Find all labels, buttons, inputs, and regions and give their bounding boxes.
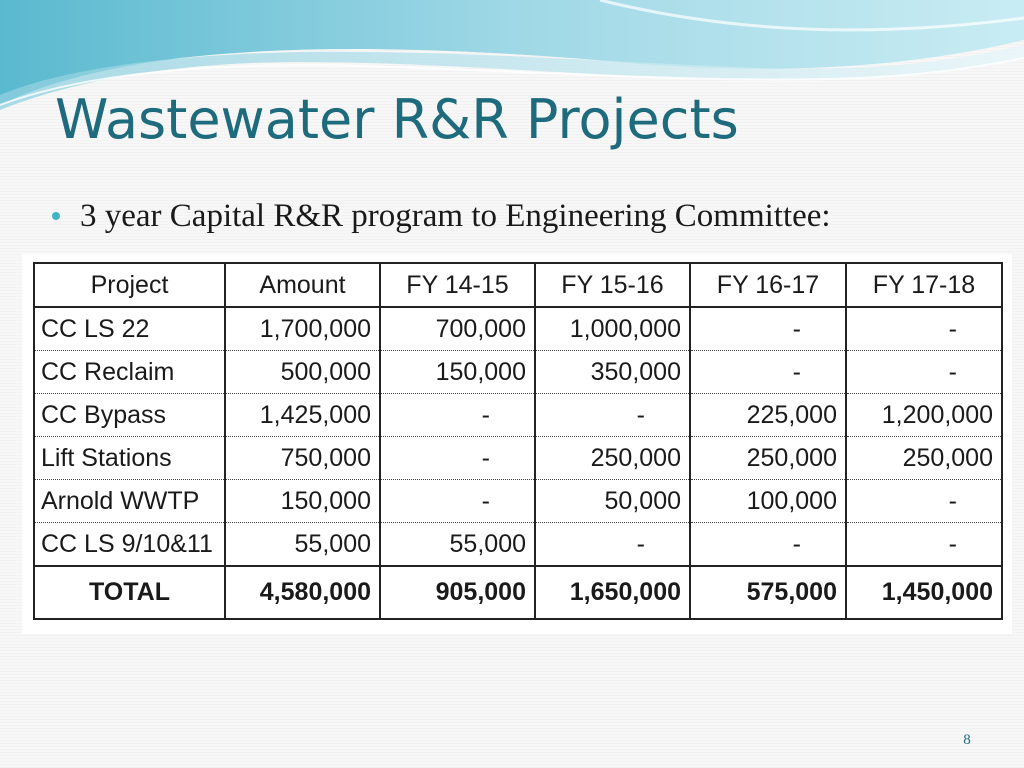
total-fy-14-15-cell: 905,000 — [379, 565, 536, 619]
total-fy-17-18-cell: 1,450,000 — [845, 565, 1003, 619]
fy-17-18-cell: - — [845, 350, 1003, 394]
fy-16-17-cell: 100,000 — [689, 479, 847, 523]
table-header-row: Project Amount FY 14-15 FY 15-16 FY 16-1… — [33, 263, 1003, 308]
project-name-cell: Arnold WWTP — [33, 479, 226, 523]
page-number: 8 — [963, 732, 971, 748]
column-header-fy-14-15: FY 14-15 — [379, 263, 536, 308]
fy-16-17-cell: 225,000 — [689, 393, 847, 437]
amount-cell: 1,425,000 — [224, 393, 381, 437]
table-row: Arnold WWTP 150,000 - 50,000 100,000 - — [33, 479, 1003, 523]
fy-17-18-cell: 250,000 — [845, 436, 1003, 480]
amount-cell: 500,000 — [224, 350, 381, 394]
table-row: CC Bypass 1,425,000 - - 225,000 1,200,00… — [33, 393, 1003, 437]
fy-17-18-cell: 1,200,000 — [845, 393, 1003, 437]
fy-16-17-cell: - — [689, 307, 847, 351]
fy-16-17-cell: - — [689, 350, 847, 394]
projects-budget-table: Project Amount FY 14-15 FY 15-16 FY 16-1… — [33, 262, 1003, 620]
bullet-dot-icon — [52, 212, 60, 220]
fy-15-16-cell: 1,000,000 — [534, 307, 691, 351]
project-name-cell: Lift Stations — [33, 436, 226, 480]
table-row: CC LS 9/10&11 55,000 55,000 - - - — [33, 522, 1003, 566]
table-row: CC Reclaim 500,000 150,000 350,000 - - — [33, 350, 1003, 394]
fy-17-18-cell: - — [845, 307, 1003, 351]
total-fy-16-17-cell: 575,000 — [689, 565, 847, 619]
fy-15-16-cell: - — [534, 522, 691, 566]
project-name-cell: CC LS 22 — [33, 307, 226, 351]
fy-14-15-cell: 55,000 — [379, 522, 536, 566]
column-header-fy-16-17: FY 16-17 — [689, 263, 847, 308]
fy-14-15-cell: - — [379, 479, 536, 523]
fy-14-15-cell: - — [379, 393, 536, 437]
table-row: Lift Stations 750,000 - 250,000 250,000 … — [33, 436, 1003, 480]
fy-14-15-cell: 150,000 — [379, 350, 536, 394]
fy-16-17-cell: 250,000 — [689, 436, 847, 480]
column-header-fy-15-16: FY 15-16 — [534, 263, 691, 308]
total-label-cell: TOTAL — [33, 565, 226, 619]
bullet-text: 3 year Capital R&R program to Engineerin… — [80, 197, 831, 234]
table-row: CC LS 22 1,700,000 700,000 1,000,000 - - — [33, 307, 1003, 351]
fy-17-18-cell: - — [845, 479, 1003, 523]
total-amount-cell: 4,580,000 — [224, 565, 381, 619]
project-name-cell: CC Bypass — [33, 393, 226, 437]
slide-title: Wastewater R&R Projects — [55, 88, 739, 151]
fy-17-18-cell: - — [845, 522, 1003, 566]
fy-16-17-cell: - — [689, 522, 847, 566]
fy-14-15-cell: - — [379, 436, 536, 480]
fy-14-15-cell: 700,000 — [379, 307, 536, 351]
project-name-cell: CC LS 9/10&11 — [33, 522, 226, 566]
fy-15-16-cell: 350,000 — [534, 350, 691, 394]
bullet-item: 3 year Capital R&R program to Engineerin… — [52, 192, 831, 240]
amount-cell: 150,000 — [224, 479, 381, 523]
table-image-frame: Project Amount FY 14-15 FY 15-16 FY 16-1… — [22, 254, 1012, 634]
fy-15-16-cell: 250,000 — [534, 436, 691, 480]
amount-cell: 1,700,000 — [224, 307, 381, 351]
column-header-fy-17-18: FY 17-18 — [845, 263, 1003, 308]
total-fy-15-16-cell: 1,650,000 — [534, 565, 691, 619]
fy-15-16-cell: 50,000 — [534, 479, 691, 523]
amount-cell: 55,000 — [224, 522, 381, 566]
table-total-row: TOTAL 4,580,000 905,000 1,650,000 575,00… — [33, 565, 1003, 619]
column-header-project: Project — [33, 263, 226, 308]
column-header-amount: Amount — [224, 263, 381, 308]
amount-cell: 750,000 — [224, 436, 381, 480]
header-wave-decoration — [0, 0, 1024, 110]
fy-15-16-cell: - — [534, 393, 691, 437]
project-name-cell: CC Reclaim — [33, 350, 226, 394]
